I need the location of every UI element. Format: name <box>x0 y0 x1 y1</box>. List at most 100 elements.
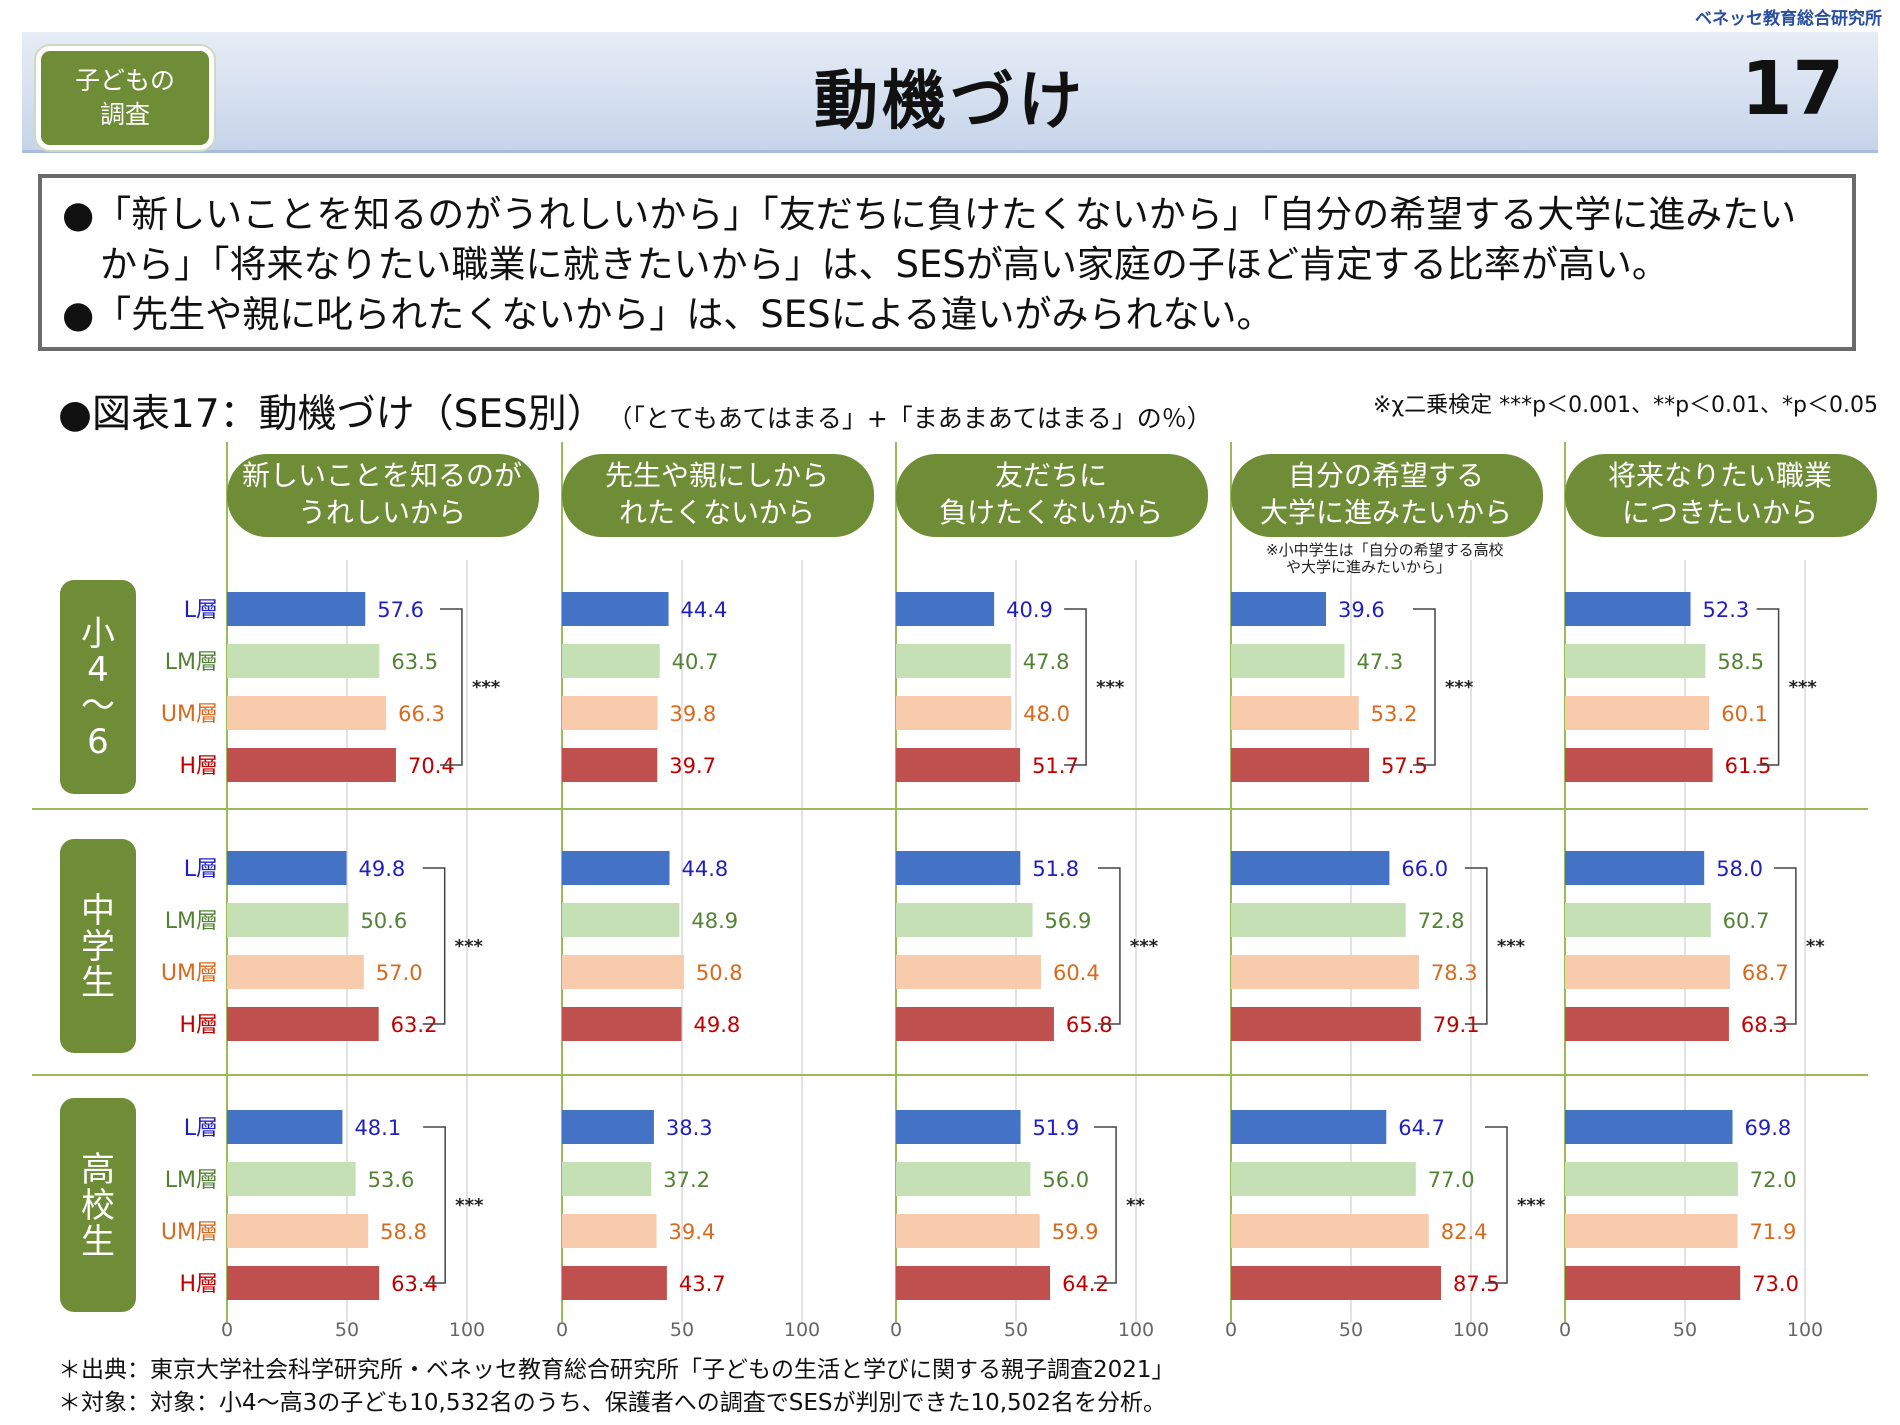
bar-L <box>227 1110 343 1144</box>
significance-mark: *** <box>455 936 484 957</box>
bar-value-label: 39.7 <box>669 754 716 778</box>
x-tick-label: 50 <box>670 1319 694 1341</box>
bar-value-label: 43.7 <box>679 1272 726 1296</box>
group-pill <box>60 580 136 794</box>
bar-value-label: 39.8 <box>670 702 717 726</box>
significance-bracket <box>422 867 446 1025</box>
bar-value-label: 82.4 <box>1441 1220 1488 1244</box>
bar-UM <box>227 696 387 730</box>
page-number: 17 <box>1741 46 1844 132</box>
bar-H <box>1231 1266 1441 1300</box>
category-title-line-2: 負けたくないから <box>939 496 1163 529</box>
significance-mark: *** <box>1789 677 1818 698</box>
significance-bracket <box>1094 1126 1117 1284</box>
significance-bracket <box>1756 608 1780 766</box>
x-tick-label: 0 <box>556 1319 568 1341</box>
x-tick-label: 100 <box>1118 1319 1154 1341</box>
category-pill <box>562 454 874 537</box>
figure-caption-unit: （「とてもあてはまる」+「まあまあてはまる」の％） <box>619 404 1212 433</box>
bar-H <box>562 1266 667 1300</box>
bar-L <box>562 1110 654 1144</box>
bar-L <box>562 851 670 885</box>
bar-H <box>896 1266 1051 1300</box>
bar-LM <box>1231 1162 1416 1196</box>
page-title: 動機づけ <box>814 65 1086 139</box>
bar-value-label: 51.9 <box>1033 1116 1080 1140</box>
bar-value-label: 37.2 <box>663 1168 710 1192</box>
category-note-line-2: や大学に進みたいから」 <box>1286 558 1451 576</box>
significance-bracket <box>1064 608 1087 766</box>
bar-value-label: 87.5 <box>1453 1272 1500 1296</box>
footer-target: ＊対象：対象：小4〜高3の子ども10,532名のうち、保護者への調査でSESが判… <box>58 1390 1166 1416</box>
summary-line-3: ●「先生や親に叱られたくないから」は、SESによる違いがみられない。 <box>62 293 1274 336</box>
x-tick-label: 50 <box>1339 1319 1363 1341</box>
layer-label: L層 <box>184 1116 218 1141</box>
bar-L <box>1565 851 1705 885</box>
bar-LM <box>1565 903 1711 937</box>
category-pill <box>227 454 539 537</box>
group-label-char: 〜 <box>81 686 115 726</box>
category-title-line-1: 先生や親にしから <box>605 459 829 492</box>
bar-UM <box>227 1214 369 1248</box>
group-pill <box>60 1098 136 1312</box>
bar-H <box>562 748 658 782</box>
significance-mark: *** <box>1096 677 1125 698</box>
bar-H <box>1231 748 1369 782</box>
bar-L <box>1565 1110 1733 1144</box>
bar-value-label: 47.3 <box>1357 650 1404 674</box>
bar-value-label: 70.4 <box>408 754 455 778</box>
significance-mark: *** <box>1517 1195 1546 1216</box>
layer-label: LM層 <box>165 650 218 675</box>
bar-UM <box>1231 1214 1429 1248</box>
category-title-line-1: 将来なりたい職業 <box>1608 459 1832 492</box>
bar-value-label: 78.3 <box>1431 961 1478 985</box>
bar-LM <box>562 1162 652 1196</box>
badge-line-1: 子どもの <box>74 66 175 95</box>
bar-H <box>562 1007 682 1041</box>
layer-label: H層 <box>179 1013 218 1038</box>
bar-value-label: 79.1 <box>1433 1013 1480 1037</box>
bar-value-label: 73.0 <box>1752 1272 1799 1296</box>
bar-value-label: 52.3 <box>1703 598 1750 622</box>
bar-value-label: 66.0 <box>1401 857 1448 881</box>
category-title-line-2: につきたいから <box>1622 496 1818 529</box>
x-tick-label: 0 <box>221 1319 233 1341</box>
bar-LM <box>227 644 380 678</box>
bar-value-label: 40.7 <box>672 650 719 674</box>
x-tick-label: 0 <box>890 1319 902 1341</box>
bar-value-label: 48.9 <box>691 909 738 933</box>
bar-H <box>227 1007 379 1041</box>
layer-label: UM層 <box>161 961 218 986</box>
bar-UM <box>1231 955 1419 989</box>
category-title-line-2: れたくないから <box>619 496 815 529</box>
bar-LM <box>562 644 660 678</box>
bar-value-label: 64.2 <box>1062 1272 1109 1296</box>
significance-mark: *** <box>472 677 501 698</box>
bar-L <box>1565 592 1691 626</box>
significance-bracket <box>1413 608 1436 766</box>
bar-LM <box>896 644 1011 678</box>
bar-value-label: 58.5 <box>1717 650 1764 674</box>
bar-value-label: 48.0 <box>1023 702 1070 726</box>
bar-value-label: 57.6 <box>377 598 424 622</box>
bar-value-label: 60.7 <box>1723 909 1770 933</box>
significance-mark: *** <box>1445 677 1474 698</box>
bar-value-label: 44.4 <box>681 598 728 622</box>
bar-L <box>562 592 669 626</box>
brand-name: ベネッセ教育総合研究所 <box>1695 9 1882 29</box>
bar-H <box>1565 1007 1729 1041</box>
bar-LM <box>1565 644 1706 678</box>
bar-value-label: 72.8 <box>1418 909 1465 933</box>
bar-value-label: 61.5 <box>1725 754 1772 778</box>
x-tick-label: 50 <box>1004 1319 1028 1341</box>
bar-value-label: 63.4 <box>391 1272 438 1296</box>
bar-UM <box>562 955 684 989</box>
bar-value-label: 53.2 <box>1371 702 1418 726</box>
bar-L <box>896 592 995 626</box>
x-tick-label: 50 <box>1673 1319 1697 1341</box>
significance-mark: ** <box>1126 1195 1145 1216</box>
bar-value-label: 47.8 <box>1023 650 1070 674</box>
layer-label: H層 <box>179 754 218 779</box>
bar-value-label: 39.4 <box>669 1220 716 1244</box>
